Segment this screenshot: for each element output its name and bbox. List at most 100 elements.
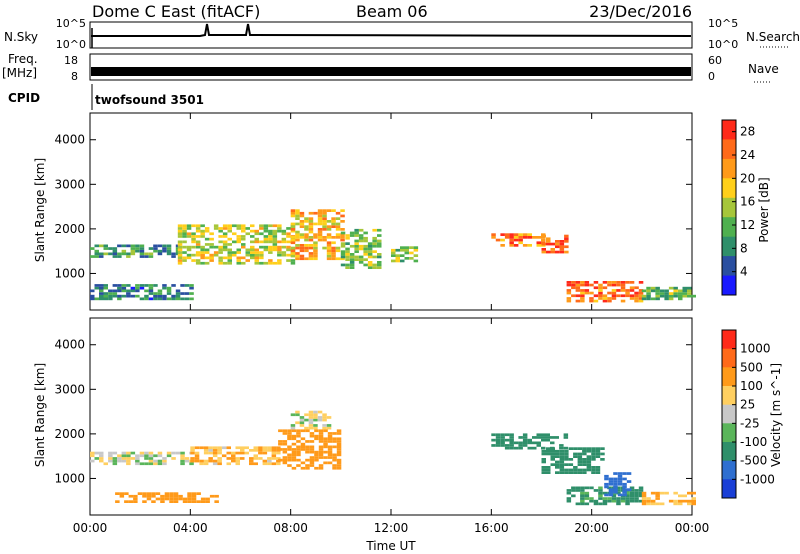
data-cell [182, 497, 188, 501]
data-cell [629, 489, 635, 492]
data-cell [682, 499, 687, 503]
data-cell [625, 289, 630, 292]
data-cell [103, 284, 108, 287]
data-cell [299, 214, 305, 218]
data-cell [413, 246, 419, 249]
colorbar-tick-label: -25 [740, 416, 760, 430]
data-cell [290, 214, 296, 218]
data-cell [349, 266, 355, 269]
data-cell [305, 440, 310, 443]
data-cell [664, 297, 669, 301]
data-region [190, 446, 281, 466]
data-cell [191, 492, 197, 495]
data-cell [204, 251, 210, 254]
data-cell [650, 499, 656, 503]
data-cell [620, 286, 626, 290]
data-cell [286, 245, 291, 249]
data-cell [678, 289, 683, 293]
colorbar-tick-label: 20 [740, 171, 755, 185]
data-cell [522, 438, 528, 442]
data-cell [582, 468, 587, 472]
data-cell [299, 418, 305, 422]
data-cell [213, 224, 219, 228]
data-cell [291, 434, 297, 438]
colorbar-tick-label: 24 [740, 148, 755, 162]
data-cell [575, 502, 581, 506]
data-cell [611, 499, 617, 503]
data-cell [117, 459, 122, 463]
data-cell [634, 494, 639, 498]
data-cell [331, 241, 336, 245]
data-cell [363, 250, 368, 253]
data-cell [153, 247, 158, 250]
data-cell [103, 247, 108, 250]
data-cell [90, 297, 95, 301]
data-cell [518, 446, 523, 450]
data-cell [622, 477, 627, 481]
data-cell [518, 238, 523, 242]
data-cell [550, 452, 555, 456]
data-cell [335, 257, 341, 261]
data-cell [139, 252, 145, 256]
data-cell [209, 245, 214, 249]
data-cell [646, 289, 651, 293]
data-cell [153, 454, 158, 458]
data-cell [327, 434, 333, 438]
colorbar-swatch [722, 404, 736, 424]
data-cell [678, 494, 683, 498]
data-cell [629, 294, 635, 298]
data-cell [146, 492, 152, 495]
data-cell [573, 468, 578, 472]
data-cell [577, 455, 583, 458]
data-cell [308, 418, 314, 422]
data-cell [108, 294, 113, 298]
data-cell [232, 253, 237, 257]
data-cell [203, 451, 209, 455]
data-cell [153, 292, 158, 295]
data-cell [625, 499, 630, 503]
data-cell [332, 466, 337, 470]
data-cell [272, 243, 278, 246]
data-cell [555, 242, 560, 246]
data-cell [571, 489, 576, 492]
data-cell [625, 494, 630, 498]
data-cell [595, 471, 601, 474]
data-cell [263, 237, 269, 241]
data-cell [222, 224, 228, 228]
data-cell [555, 466, 560, 469]
data-cell [620, 299, 626, 303]
data-cell [272, 232, 278, 236]
data-cell [144, 289, 149, 293]
data-cell [295, 222, 300, 226]
data-cell [213, 245, 219, 249]
data-cell [326, 254, 332, 258]
data-cell [607, 281, 612, 284]
data-cell [608, 490, 614, 494]
data-cell [659, 292, 665, 295]
nave-label: Nave [748, 62, 779, 76]
data-cell [200, 224, 205, 228]
data-cell [659, 289, 665, 293]
data-cell [296, 450, 301, 454]
data-cell [180, 292, 185, 295]
y-tick-label: 3000 [54, 177, 85, 191]
data-cell [340, 255, 346, 259]
data-cell [282, 456, 288, 459]
data-cell [354, 250, 359, 253]
data-cell [194, 451, 200, 455]
data-cell [611, 497, 617, 500]
data-cell [546, 237, 551, 241]
data-cell [598, 286, 603, 290]
data-cell [177, 248, 183, 252]
data-cell [272, 240, 278, 244]
data-cell [135, 459, 140, 463]
data-cell [617, 472, 623, 475]
data-cell [314, 453, 319, 457]
data-cell [555, 455, 560, 458]
data-cell [327, 445, 333, 449]
data-cell [268, 224, 273, 228]
data-cell [591, 466, 596, 469]
data-cell [290, 236, 296, 239]
data-cell [613, 482, 618, 486]
data-cell [358, 234, 364, 237]
